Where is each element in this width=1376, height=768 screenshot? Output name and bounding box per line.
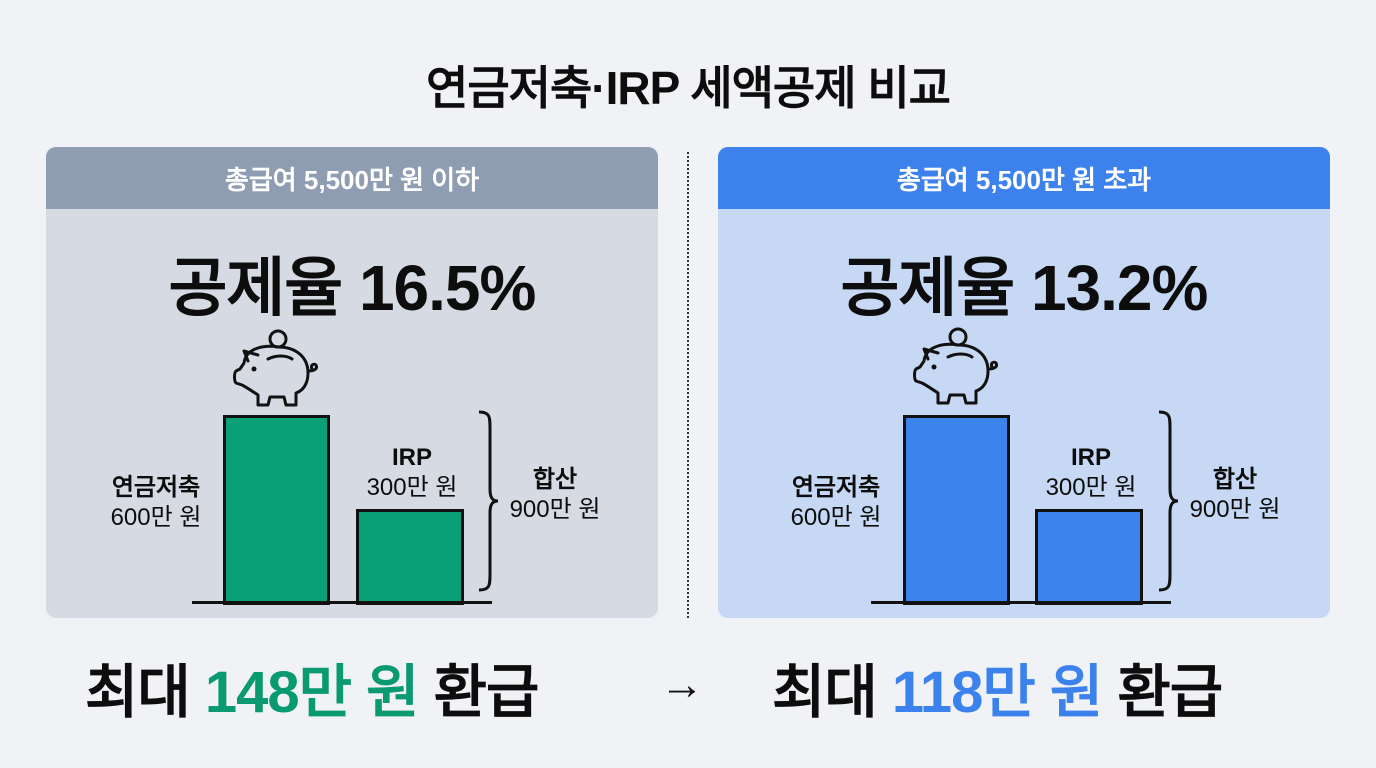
bar-pension-savings [903,415,1010,605]
panel-high-income: 총급여 5,500만 원 초과 공제율 13.2% 연금저축 600만 원 IR… [718,147,1330,618]
refund-low-income: 최대 148만 원 환급 [85,660,539,725]
label-irp: IRP 300만 원 [366,444,458,501]
piggy-bank-icon [233,329,318,407]
page-title: 연금저축·IRP 세액공제 비교 [426,62,951,114]
panel-low-income: 총급여 5,500만 원 이하 공제율 16.5% 연금저축 600만 원 IR… [46,147,658,618]
bar-irp [1035,509,1143,605]
chart-baseline [192,601,492,604]
refund-amount: 118만 원 [891,660,1103,725]
refund-amount: 148만 원 [204,660,420,725]
panel-divider [687,152,689,618]
panel-header: 총급여 5,500만 원 이하 [46,147,658,209]
label-pension: 연금저축 600만 원 [790,474,882,531]
deduction-rate: 공제율 13.2% [840,252,1209,324]
deduction-rate: 공제율 16.5% [168,252,537,324]
refund-high-income: 최대 118만 원 환급 [772,660,1223,725]
arrow-right-icon: → [660,660,704,709]
brace-icon [478,410,499,592]
bar-pension-savings [223,415,330,605]
piggy-bank-icon [913,327,998,405]
label-total: 합산 900만 원 [509,466,601,523]
label-total: 합산 900만 원 [1189,466,1281,523]
panel-header: 총급여 5,500만 원 초과 [718,147,1330,209]
brace-icon [1158,410,1179,592]
contribution-chart: 연금저축 600만 원 IRP 300만 원 합산 900만 원 [718,147,1330,618]
bar-irp [356,509,464,605]
contribution-chart: 연금저축 600만 원 IRP 300만 원 합산 900만 원 [46,147,658,618]
label-irp: IRP 300만 원 [1045,444,1137,501]
chart-baseline [871,601,1171,604]
label-pension: 연금저축 600만 원 [110,474,202,531]
